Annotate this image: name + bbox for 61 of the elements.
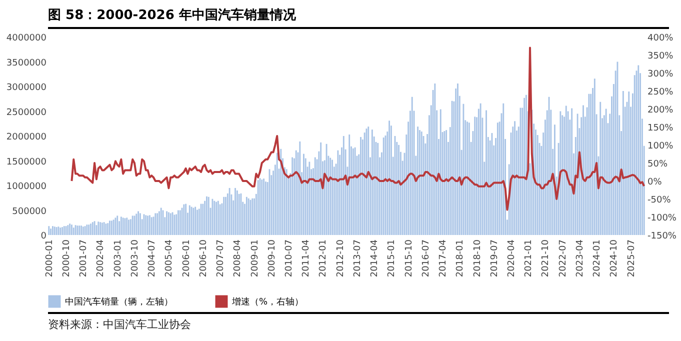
- x-tick-label: 2004-07: [148, 240, 158, 278]
- x-tick-label: 2024-10: [610, 239, 620, 278]
- x-tick-label: 2022-07: [558, 240, 568, 278]
- x-tick-label: 2003-10: [130, 239, 140, 278]
- y2-tick-label: 0%: [648, 178, 662, 188]
- y-tick-label: 3500000: [6, 58, 47, 68]
- x-tick-label: 2024-01: [592, 240, 603, 278]
- x-tick-label: 2013-07: [352, 240, 363, 278]
- y2-tick-label: 150%: [648, 124, 674, 134]
- x-tick-label: 2020-04: [506, 239, 517, 278]
- x-tick-label: 2005-04: [164, 239, 175, 278]
- y2-tick-label: 300%: [648, 70, 674, 80]
- y-tick-label: 500000: [12, 206, 47, 217]
- y2-tick-label: 100%: [648, 142, 674, 152]
- x-tick-label: 2001-07: [79, 240, 90, 278]
- x-tick-label: 2012-10: [336, 239, 346, 278]
- y2-tick-label: 50%: [648, 160, 668, 170]
- y-tick-label: 4000000: [6, 34, 47, 44]
- x-tick-label: 2014-04: [370, 239, 380, 278]
- y2-tick-label: 350%: [648, 52, 674, 62]
- x-tick-label: 2009-10: [267, 239, 278, 278]
- y2-tick-label: -50%: [648, 196, 672, 206]
- y2-tick-label: 250%: [648, 88, 674, 98]
- x-tick-label: 2000-01: [44, 240, 55, 278]
- y-tick-label: 0: [40, 232, 47, 242]
- x-tick-label: 2023-04: [575, 239, 586, 278]
- line-series: [70, 46, 646, 211]
- x-tick-label: 2007-07: [216, 240, 226, 278]
- x-tick-label: 2010-07: [284, 240, 294, 278]
- x-tick-label: 2002-04: [96, 239, 106, 278]
- y2-tick-label: 400%: [648, 34, 674, 44]
- x-tick-label: 2008-04: [233, 239, 244, 278]
- x-tick-label: 2017-04: [438, 239, 449, 278]
- y-tick-label: 1000000: [6, 182, 47, 192]
- text: 资料来源：中国汽车工业协会: [48, 312, 669, 332]
- legend-label: 中国汽车销量（辆，左轴）: [65, 296, 173, 308]
- y-tick-label: 2000000: [6, 132, 47, 142]
- y2-tick-label: -100%: [648, 214, 677, 224]
- x-tick-label: 2018-01: [456, 240, 466, 278]
- y2-tick-label: -150%: [648, 232, 677, 242]
- x-tick-label: 2003-01: [113, 240, 124, 278]
- x-tick-label: 2018-10: [472, 239, 483, 278]
- x-tick-label: 2025-07: [626, 240, 637, 278]
- x-tick-label: 2016-07: [421, 240, 432, 278]
- x-tick-label: 2009-01: [250, 240, 260, 278]
- y-tick-label: 1500000: [6, 157, 47, 168]
- x-tick-label: 2015-01: [387, 240, 398, 278]
- x-tick-label: 2000-10: [62, 239, 72, 278]
- x-tick-label: 2019-07: [490, 240, 500, 278]
- x-tick-label: 2021-01: [524, 240, 534, 278]
- x-tick-label: 2006-10: [198, 239, 209, 278]
- x-tick-label: 2006-01: [182, 240, 192, 278]
- chart-title: 图 58：2000-2026 年中国汽车销量情况: [48, 6, 669, 29]
- x-tick-label: 2012-01: [318, 240, 329, 278]
- x-tick-label: 2015-10: [404, 239, 414, 278]
- y-tick-label: 3000000: [6, 83, 47, 93]
- x-tick-label: 2021-10: [541, 239, 552, 278]
- y-tick-label: 2500000: [6, 108, 47, 118]
- y2-tick-label: 200%: [648, 106, 674, 116]
- x-tick-label: 2011-04: [302, 239, 312, 278]
- legend-label: 增速（%，右轴）: [231, 296, 304, 308]
